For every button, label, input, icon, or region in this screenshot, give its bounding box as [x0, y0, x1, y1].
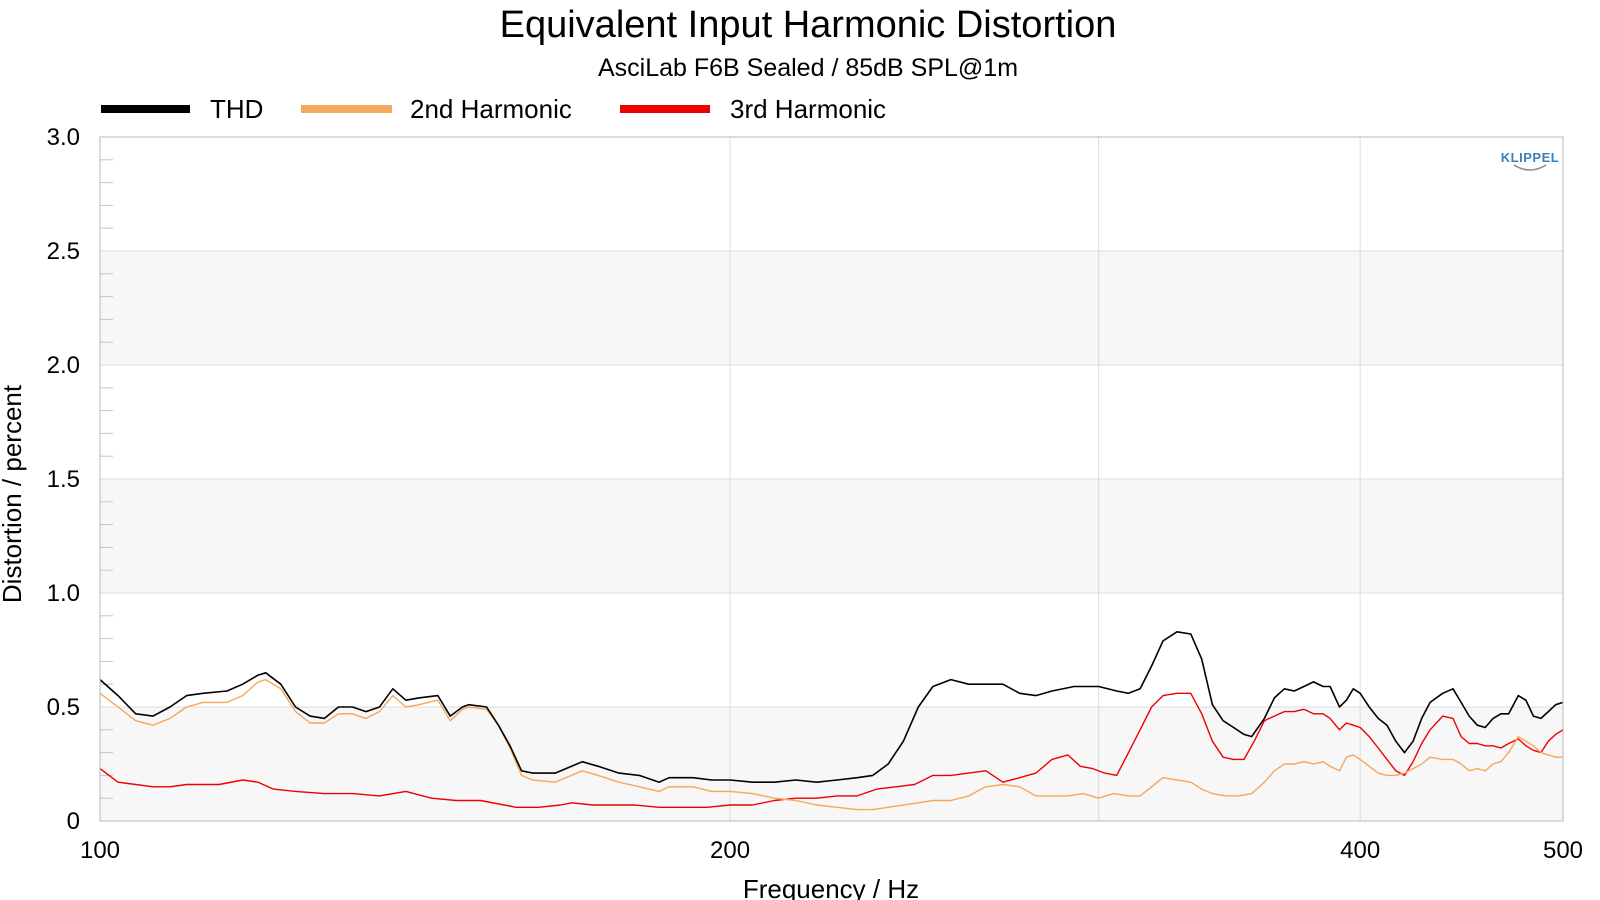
legend-label-3rd-harmonic: 3rd Harmonic: [730, 94, 886, 124]
chart-subtitle: AsciLab F6B Sealed / 85dB SPL@1m: [598, 54, 1018, 82]
series-line-2nd-harmonic: [99, 678, 1563, 811]
y-axis-label: Distortion / percent: [0, 384, 27, 603]
x-tick-label: 500: [1543, 837, 1583, 864]
y-band: [100, 251, 1563, 365]
x-tick-labels: 100 200 400 500: [80, 837, 1583, 864]
plot-area: [99, 136, 1564, 822]
x-axis-label: Frequency / Hz: [743, 874, 919, 900]
x-tick-label: 200: [710, 837, 750, 864]
x-tick-label: 400: [1340, 837, 1380, 864]
legend: THD 2nd Harmonic 3rd Harmonic: [101, 94, 886, 124]
x-tick-label: 100: [80, 837, 120, 864]
band-layer: [100, 251, 1563, 821]
y-tick-label: 2.5: [47, 238, 80, 265]
y-tick-label: 3.0: [47, 124, 80, 151]
y-tick-label: 2.0: [47, 352, 80, 379]
klippel-logo-swoosh: [1513, 164, 1547, 171]
series-line-3rd-harmonic: [99, 692, 1564, 808]
klippel-logo-text: KLIPPEL: [1501, 150, 1559, 165]
legend-label-thd: THD: [210, 94, 263, 124]
y-tick-label: 0: [67, 808, 80, 835]
y-band: [100, 707, 1563, 821]
klippel-logo: KLIPPEL: [1501, 150, 1559, 171]
minor-tick-layer: [100, 159, 113, 799]
plot-frame: [99, 136, 1564, 822]
series-layer: [99, 631, 1564, 811]
y-tick-label: 1.0: [47, 580, 80, 607]
y-tick-labels: 0 0.5 1.0 1.5 2.0 2.5 3.0: [47, 124, 80, 835]
y-band: [100, 479, 1563, 593]
series-line-thd: [99, 631, 1564, 783]
y-tick-label: 1.5: [47, 466, 80, 493]
y-tick-label: 0.5: [47, 694, 80, 721]
legend-label-2nd-harmonic: 2nd Harmonic: [410, 94, 572, 124]
chart-title: Equivalent Input Harmonic Distortion: [500, 4, 1117, 46]
